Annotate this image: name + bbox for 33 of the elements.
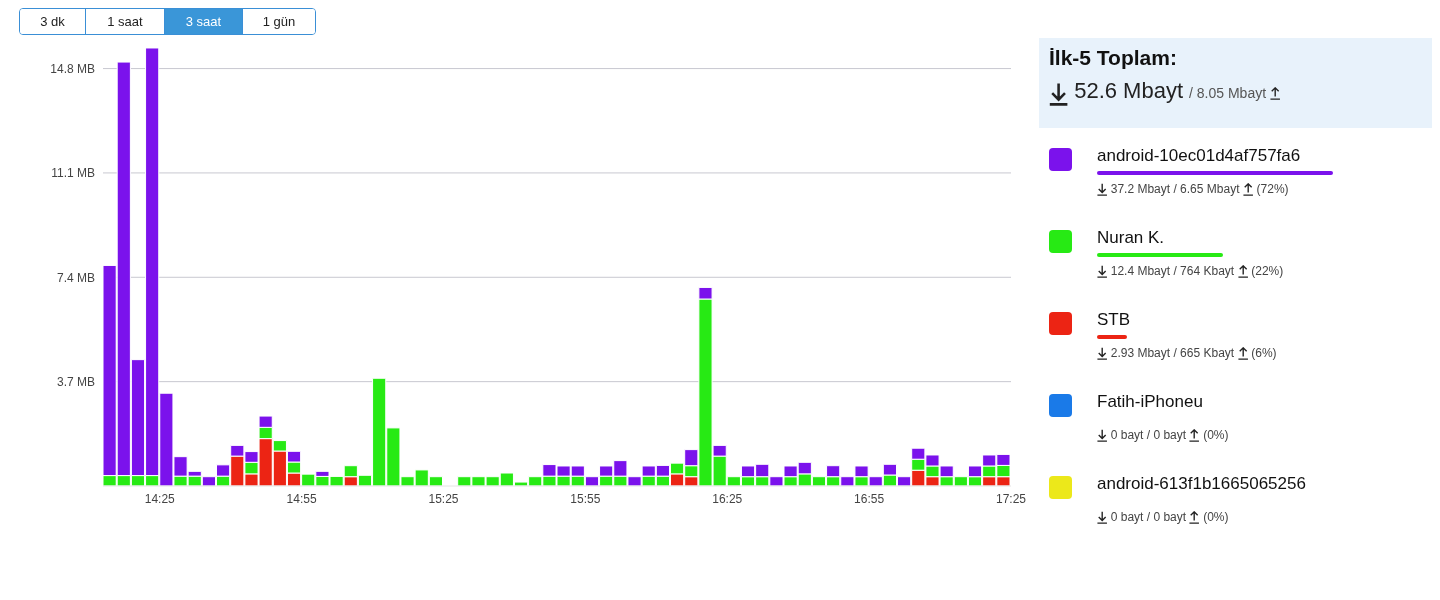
x-tick-label: 17:25 — [995, 491, 1027, 506]
legend-label: Nuran K. — [1097, 227, 1165, 248]
text: 52.6 Mbayt — [1074, 78, 1184, 103]
text: İlk-5 Toplam: — [1049, 46, 1178, 70]
legend-label: android-613f1b1665065256 — [1097, 473, 1306, 494]
x-tick-label: 16:25 — [712, 491, 743, 506]
y-tick-label: 3.7 MB — [56, 374, 95, 389]
text: 12.4 Mbayt / 764 Kbayt — [1110, 263, 1235, 278]
text: 37.2 Mbayt / 6.65 Mbayt — [1110, 181, 1240, 196]
y-tick-label: 14.8 MB — [50, 61, 95, 76]
text: 3 saat — [164, 9, 242, 34]
legend-label: STB — [1097, 309, 1131, 330]
text: (72%) — [1256, 181, 1289, 196]
text: 0 bayt / 0 bayt — [1110, 509, 1187, 524]
x-tick-label: 14:25 — [144, 491, 176, 506]
x-tick-label: 14:55 — [286, 491, 317, 506]
text: (22%) — [1251, 263, 1284, 278]
text: (0%) — [1203, 509, 1229, 524]
text: 2.93 Mbayt / 665 Kbayt — [1110, 345, 1235, 360]
legend-label: Fatih-iPhoneu — [1097, 391, 1203, 412]
text: 0 bayt / 0 bayt — [1110, 427, 1187, 442]
text: 1 gün — [242, 9, 315, 34]
x-tick-label: 15:55 — [570, 491, 601, 506]
text: (0%) — [1203, 427, 1229, 442]
x-tick-label: 15:25 — [428, 491, 459, 506]
y-tick-label: 11.1 MB — [51, 166, 95, 181]
text: / 8.05 Mbayt — [1189, 85, 1267, 101]
x-tick-label: 16:55 — [854, 491, 885, 506]
text: (6%) — [1251, 345, 1277, 360]
y-tick-label: 7.4 MB — [56, 270, 95, 285]
legend-label: android-10ec01d4af757fa6 — [1097, 145, 1301, 166]
text: 1 saat — [85, 9, 164, 34]
text: 3 dk — [20, 9, 85, 34]
